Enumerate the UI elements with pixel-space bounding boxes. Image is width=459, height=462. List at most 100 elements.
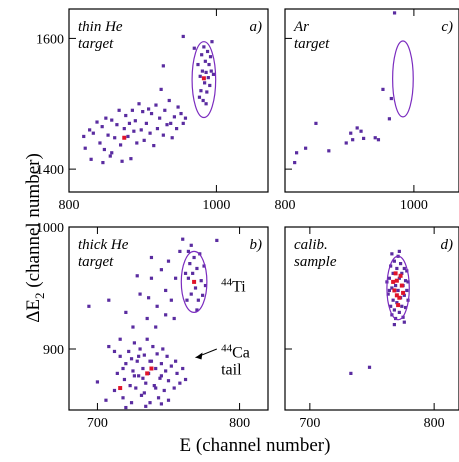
y-tick-label: 1000 xyxy=(36,221,64,236)
data-point xyxy=(161,347,165,351)
data-point xyxy=(205,90,209,94)
data-point xyxy=(132,341,136,345)
data-point xyxy=(203,81,207,85)
data-point xyxy=(133,119,137,123)
data-point xyxy=(172,386,176,390)
data-point xyxy=(104,116,108,120)
data-point xyxy=(164,313,168,317)
data-point-red xyxy=(201,76,206,81)
panel-d: 700 800 calib. sample d) xyxy=(284,226,459,431)
data-point xyxy=(121,366,125,371)
data-point xyxy=(392,259,396,263)
data-point xyxy=(100,125,104,129)
data-point xyxy=(164,288,168,293)
data-point xyxy=(107,298,111,302)
data-point xyxy=(386,292,390,296)
data-point-red xyxy=(401,290,406,295)
data-point xyxy=(154,325,158,329)
data-point xyxy=(148,359,152,363)
data-point xyxy=(193,286,198,290)
data-point xyxy=(158,376,162,380)
data-point xyxy=(124,113,128,118)
data-point-red xyxy=(145,371,150,376)
data-point xyxy=(141,110,145,114)
plot-frame xyxy=(284,8,459,193)
data-point xyxy=(134,386,138,390)
data-point-red xyxy=(394,278,399,283)
data-point xyxy=(178,249,182,253)
data-point xyxy=(142,353,146,357)
data-point xyxy=(110,118,114,122)
data-points xyxy=(82,34,217,165)
data-point xyxy=(87,304,91,308)
data-point xyxy=(138,292,142,296)
x-tick-label: 800 xyxy=(229,416,250,431)
data-point-red xyxy=(396,303,401,308)
data-point xyxy=(165,354,169,358)
data-point xyxy=(211,72,216,76)
data-point xyxy=(355,126,359,130)
data-point-red xyxy=(394,293,399,298)
data-point xyxy=(141,376,145,380)
data-point xyxy=(112,388,117,393)
data-point xyxy=(104,398,108,402)
data-point xyxy=(192,46,196,50)
data-point xyxy=(155,352,159,356)
data-point xyxy=(149,276,154,280)
data-point xyxy=(196,62,200,67)
data-point xyxy=(159,374,163,378)
data-point xyxy=(198,74,202,78)
data-point xyxy=(142,391,146,395)
data-point xyxy=(397,276,401,280)
data-point xyxy=(200,53,204,57)
data-point xyxy=(186,276,190,280)
data-point xyxy=(172,316,176,321)
data-point xyxy=(135,274,139,278)
panel-letter: c) xyxy=(441,19,453,35)
data-point xyxy=(185,298,189,302)
data-point xyxy=(172,115,176,119)
data-point xyxy=(391,271,395,275)
data-point xyxy=(394,283,398,288)
panel-c: 800 1000 Ar target c) xyxy=(275,8,459,213)
data-point xyxy=(149,255,154,260)
data-point xyxy=(397,249,401,253)
plot-frame xyxy=(68,226,269,411)
data-point xyxy=(145,316,149,321)
data-points xyxy=(293,11,414,165)
data-point xyxy=(304,146,308,150)
data-point xyxy=(131,325,135,329)
data-point xyxy=(131,369,135,373)
data-point-red xyxy=(399,283,404,288)
data-point xyxy=(397,310,401,314)
label-44ti: 44Ti xyxy=(221,277,246,296)
panel-description: thin He target xyxy=(78,19,123,52)
x-tick-label: 700 xyxy=(299,416,320,431)
data-point xyxy=(132,129,136,133)
data-point xyxy=(154,366,158,371)
data-point xyxy=(129,357,134,361)
arrow-head xyxy=(195,352,203,360)
data-point-red xyxy=(118,386,123,391)
data-point xyxy=(293,160,297,165)
data-point xyxy=(83,146,87,150)
data-point xyxy=(148,401,152,405)
data-point xyxy=(118,354,122,358)
data-point xyxy=(154,103,158,107)
data-point xyxy=(176,105,180,109)
data-point-red xyxy=(392,288,397,293)
data-point xyxy=(124,310,128,314)
data-point xyxy=(181,121,185,125)
data-point-red xyxy=(391,279,396,284)
data-point xyxy=(118,143,123,147)
data-point xyxy=(118,337,122,341)
data-point xyxy=(344,141,348,145)
data-point xyxy=(373,136,377,140)
data-point xyxy=(112,349,117,354)
panel-description: thick He target xyxy=(78,237,129,270)
data-point xyxy=(174,276,178,280)
data-point xyxy=(95,120,99,124)
data-point xyxy=(169,364,173,368)
data-point xyxy=(142,138,146,142)
data-point xyxy=(391,298,395,302)
